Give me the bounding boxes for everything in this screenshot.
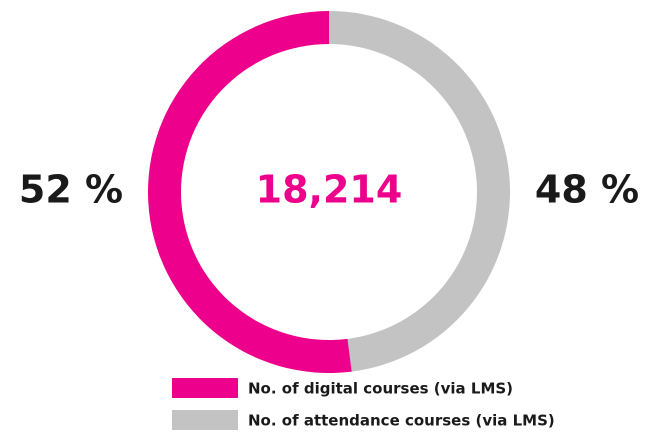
legend-swatch	[172, 410, 238, 430]
center-total: 18,214	[256, 168, 403, 212]
legend-label: No. of digital courses (via LMS)	[248, 380, 513, 398]
legend-swatch	[172, 378, 238, 398]
donut-segment	[148, 11, 352, 373]
value-label: 52 %	[19, 168, 123, 212]
donut-segment	[329, 11, 511, 372]
legend-label: No. of attendance courses (via LMS)	[248, 412, 555, 430]
value-label: 48 %	[535, 168, 639, 212]
